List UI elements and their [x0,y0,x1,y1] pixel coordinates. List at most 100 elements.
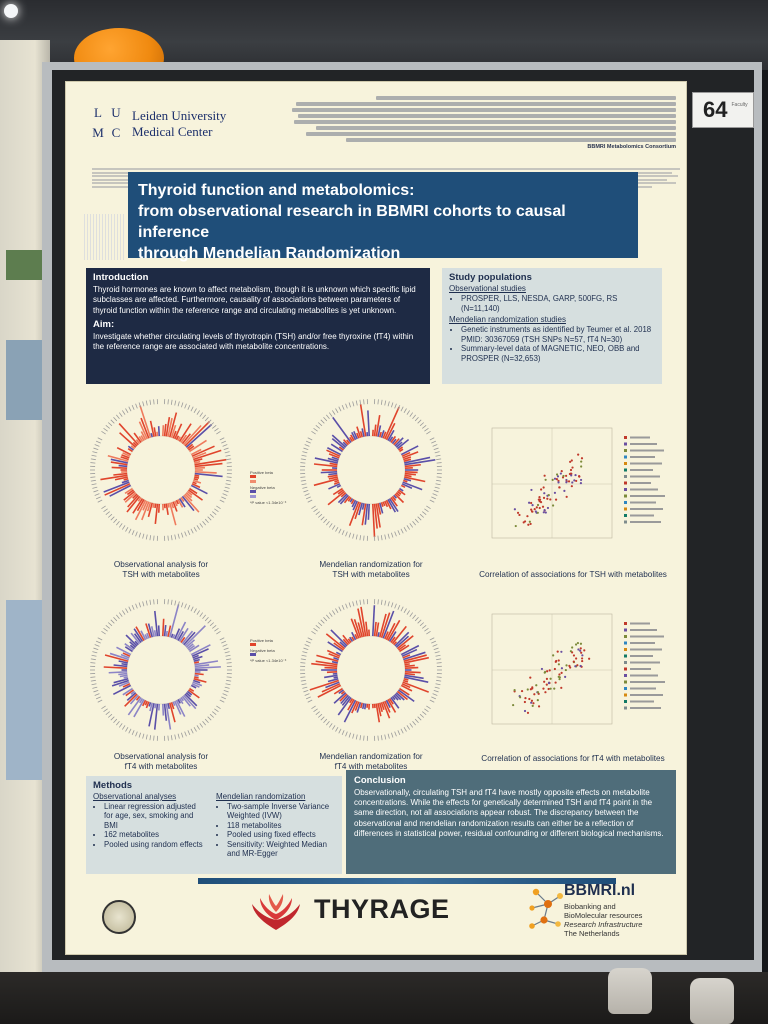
scatter-legend-swatch [624,667,627,671]
metabolite-label-tick [435,483,441,486]
scatter-legend-swatch [624,654,627,658]
radial-bar [118,672,128,676]
scatter-point [579,642,583,645]
list-item: Sensitivity: Weighted Median and MR-Egge… [227,840,336,859]
metabolite-label-tick [436,679,442,682]
radial-bar [373,503,378,529]
metabolite-label-tick [181,602,184,608]
scatter-point [574,665,577,668]
scatter-point [553,687,556,690]
scatter-point [543,680,546,683]
radial-bar [177,630,185,641]
scatter-legend-label [630,694,663,696]
radial-bar [172,634,176,639]
poster-title: Thyroid function and metabolomics: from … [138,180,628,264]
radial-bar [358,502,363,516]
radial-bar [336,484,342,488]
radial-bar [396,438,410,450]
radial-bar [157,426,161,437]
metabolite-label-tick [113,518,118,524]
metabolite-label-tick [170,599,173,605]
scatter-point [530,508,533,511]
radial-bar [342,638,349,646]
metabolite-label-tick [317,513,323,518]
metabolite-label-tick [226,679,232,682]
radial-bar [357,608,365,637]
metabolite-label-tick [338,728,342,734]
radial-bar [339,494,349,505]
radial-bar [379,613,387,638]
metabolite-label-tick [219,699,225,703]
radial-bar [328,476,338,480]
radial-bar [401,451,411,457]
scientific-poster: L U M C Leiden University Medical Center… [66,82,686,954]
metabolite-label-tick [328,723,333,728]
metabolite-label-tick [311,630,316,635]
scatter-point [569,460,572,463]
metabolite-label-tick [181,732,184,738]
metabolite-label-tick [348,732,351,738]
scatter-legend-label [630,629,657,631]
metabolite-label-tick [207,716,212,721]
list-item: Summary-level data of MAGNETIC, NEO, OBB… [461,344,655,363]
metabolite-label-tick [128,406,132,412]
metabolite-label-tick [338,406,342,412]
radial-bar [325,681,340,689]
metabolite-label-tick [326,721,330,726]
radial-bar [398,489,406,496]
radial-bar [135,626,145,641]
radial-bar [161,425,165,437]
metabolite-label-tick [315,625,320,629]
radial-bar [393,438,400,446]
scatter-point [545,677,549,680]
metabolite-label-tick [412,414,416,419]
metabolite-label-tick [226,458,232,461]
metabolite-label-tick [320,419,325,424]
neighbouring-poster-map [6,600,42,780]
metabolite-label-tick [359,599,362,605]
scatter-legend-swatch [624,436,627,439]
metabolite-label-tick [113,616,118,622]
author-line [294,120,676,124]
metabolite-label-tick [331,610,336,615]
radial-bar [390,435,397,443]
metabolite-label-tick [436,462,442,464]
metabolite-label-tick [91,454,97,457]
scatter-point [527,501,531,504]
scatter-legend-label [630,700,654,703]
metabolite-label-tick [207,419,212,424]
metabolite-label-tick [300,479,306,482]
metabolite-label-tick [103,427,108,432]
metabolite-label-tick [135,403,138,409]
metabolite-label-tick [303,447,309,450]
radial-bar [142,500,148,511]
metabolite-label-tick [355,734,358,740]
metabolite-label-tick [91,483,97,486]
metabolite-label-tick [412,721,416,726]
list-item: Linear regression adjusted for age, sex,… [104,802,205,830]
scatter-point [531,704,534,707]
scatter-point [572,654,576,657]
metabolite-label-tick [406,610,411,615]
radial-bar [194,462,223,468]
metabolite-label-tick [97,437,103,441]
metabolite-label-tick [417,619,422,624]
metabolite-label-tick [435,454,441,457]
metabolite-label-tick [128,728,132,734]
radial-bar [328,472,338,476]
metabolite-label-tick [184,403,187,409]
methods-mr-column: Mendelian randomization Two-sample Inver… [216,792,336,858]
radial-bar [330,629,348,647]
metabolite-label-tick [167,735,169,741]
metabolite-label-tick [90,476,96,478]
radial-bar [153,427,157,437]
scatter-point [534,510,537,513]
radial-bar [337,697,352,716]
scatter-point [543,670,547,674]
radial-bar [109,652,129,661]
scatter-legend-label [630,456,655,458]
metabolite-label-tick [174,734,177,740]
metabolite-label-tick [303,490,309,493]
scatter-legend-swatch [624,468,627,472]
metabolite-label-tick [331,725,336,730]
